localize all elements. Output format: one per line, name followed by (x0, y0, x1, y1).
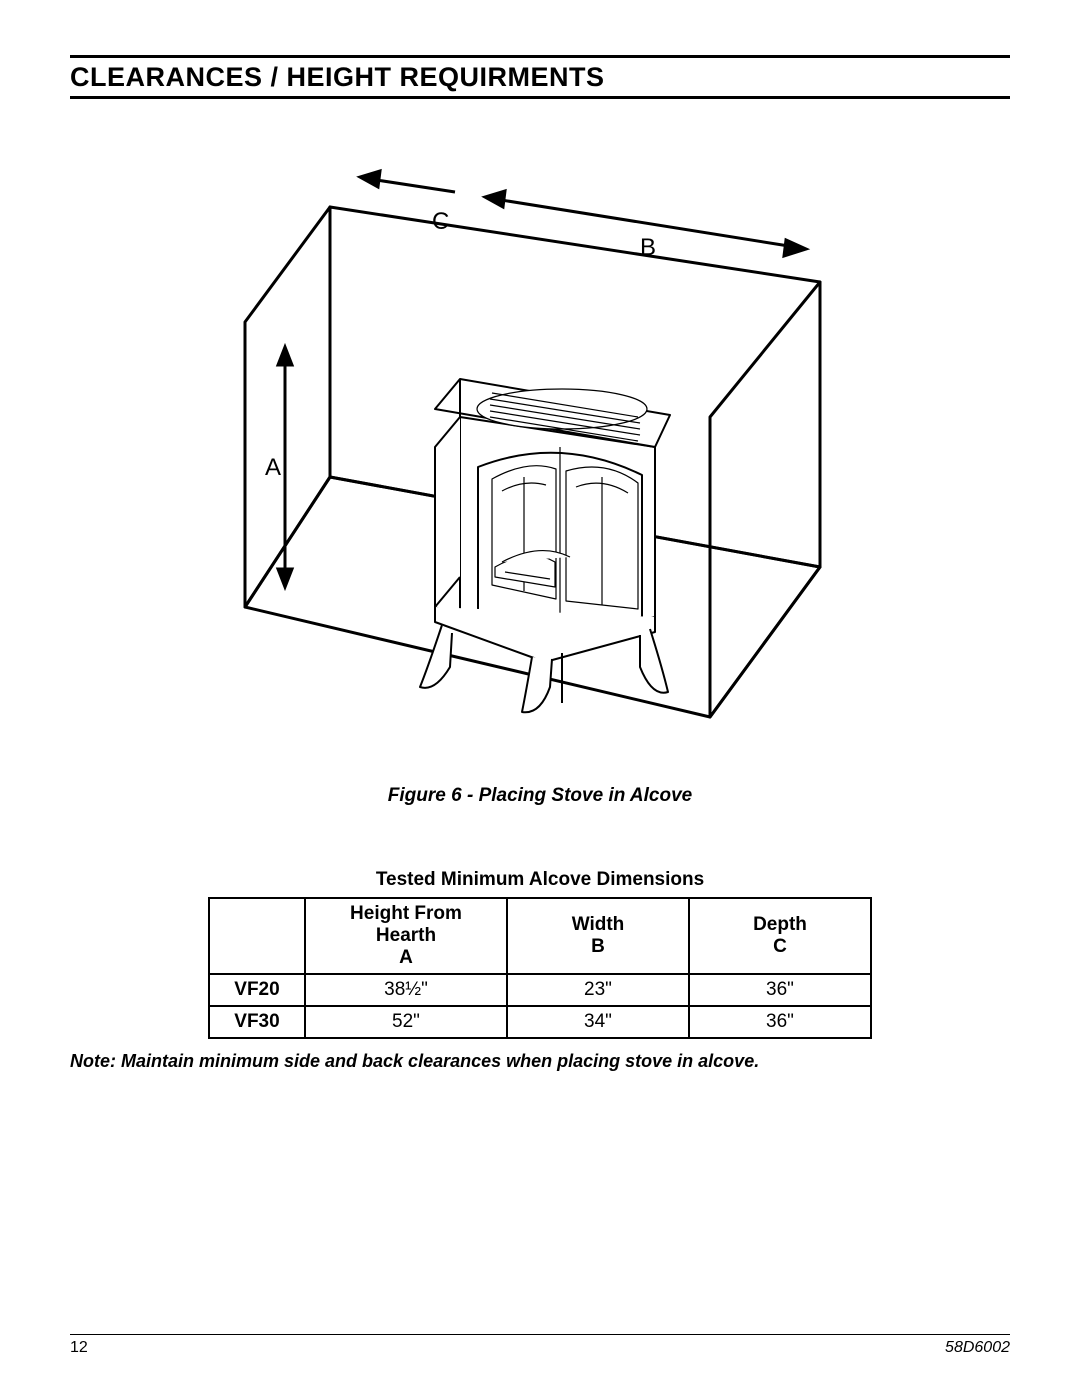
cell: 36" (689, 974, 871, 1006)
page-number: 12 (70, 1339, 88, 1357)
col-a-line1: Height From (350, 903, 462, 924)
dim-label-c: C (432, 208, 449, 235)
col-a-line2: Hearth (376, 925, 436, 946)
table-row: VF20 38½" 23" 36" (209, 974, 871, 1006)
col-b-letter: B (591, 936, 605, 957)
dim-label-b: B (640, 234, 656, 261)
col-b-line1: Width (572, 914, 625, 935)
cell: 52" (305, 1006, 507, 1038)
col-c-line1: Depth (753, 914, 807, 935)
table-header-row: Height From Hearth A Width B Depth C (209, 898, 871, 974)
row-label: VF20 (209, 974, 305, 1006)
figure-caption: Figure 6 - Placing Stove in Alcove (70, 785, 1010, 807)
rule-top (70, 55, 1010, 58)
section-title: CLEARANCES / HEIGHT REQUIRMENTS (70, 62, 1010, 96)
col-a-letter: A (399, 947, 413, 968)
cell: 34" (507, 1006, 689, 1038)
dim-label-a: A (265, 454, 281, 481)
note-text: Note: Maintain minimum side and back cle… (70, 1051, 1010, 1072)
table-header-a: Height From Hearth A (305, 898, 507, 974)
cell: 23" (507, 974, 689, 1006)
cell: 38½" (305, 974, 507, 1006)
page: CLEARANCES / HEIGHT REQUIRMENTS A (0, 0, 1080, 1397)
table-title: Tested Minimum Alcove Dimensions (70, 869, 1010, 891)
table-row: VF30 52" 34" 36" (209, 1006, 871, 1038)
table-header-b: Width B (507, 898, 689, 974)
table-header-blank (209, 898, 305, 974)
doc-number: 58D6002 (945, 1339, 1010, 1357)
rule-under (70, 96, 1010, 99)
table-header-c: Depth C (689, 898, 871, 974)
col-c-letter: C (773, 936, 787, 957)
figure: A C B (70, 147, 1010, 807)
dimensions-table: Height From Hearth A Width B Depth C (208, 897, 872, 1039)
row-label: VF30 (209, 1006, 305, 1038)
cell: 36" (689, 1006, 871, 1038)
footer: 12 58D6002 (70, 1334, 1010, 1357)
alcove-diagram: A C B (210, 147, 870, 767)
